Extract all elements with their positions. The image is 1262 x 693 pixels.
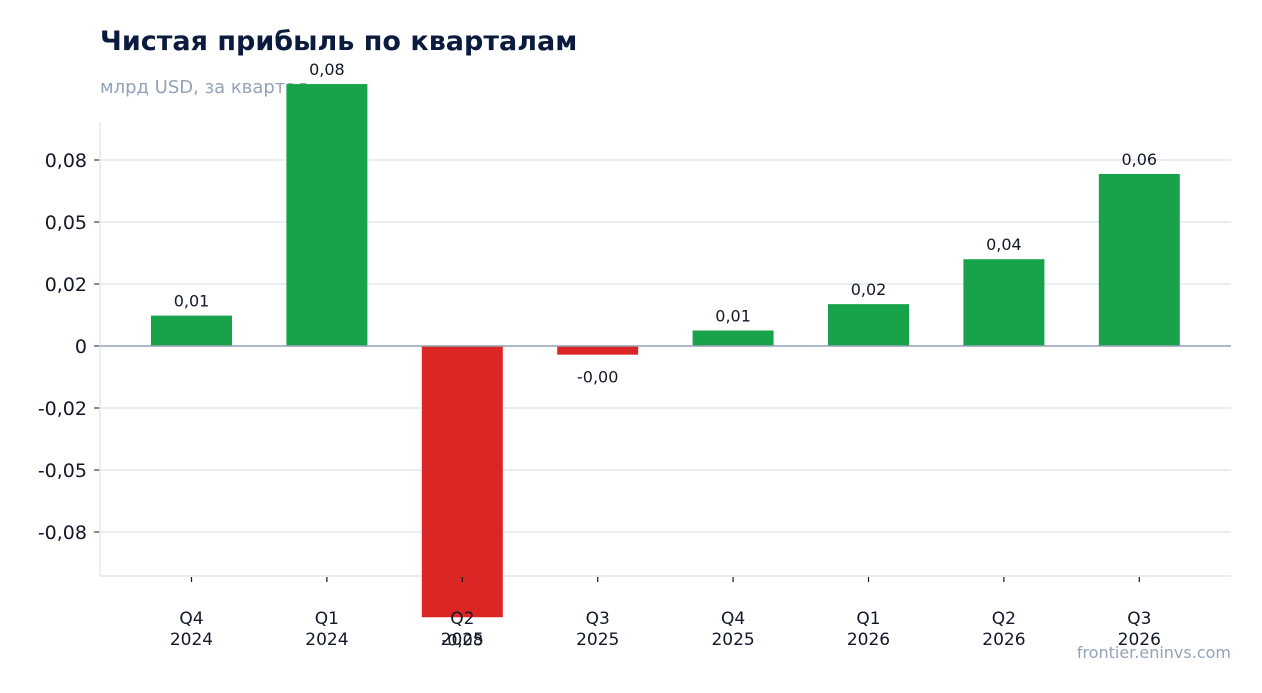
bar [286,84,368,347]
x-tick-label-year: 2024 [170,630,213,650]
watermark: frontier.eninvs.com [1076,643,1231,662]
x-tick-label-year: 2024 [305,630,348,650]
data-label: 0,08 [309,60,345,79]
x-tick-label-year: 2025 [441,630,484,650]
data-label: 0,04 [986,235,1022,254]
x-tick-label-year: 2026 [847,630,890,650]
x-tick-label-year: 2025 [711,630,754,650]
y-tick-label: -0,08 [38,522,87,544]
data-label: 0,01 [715,307,751,326]
bar [963,259,1045,346]
x-tick-label-year: 2026 [1118,630,1161,650]
bar [1098,173,1180,346]
bar [421,346,503,618]
x-tick-label-quarter: Q2 [450,609,474,629]
y-tick-label: 0,08 [45,150,87,172]
y-tick-label: -0,05 [38,460,87,482]
y-tick-label: 0,02 [45,274,87,296]
y-tick-label: 0 [75,336,87,358]
chart-title: Чистая прибыль по кварталам [100,26,578,57]
x-tick-label-quarter: Q1 [856,609,880,629]
data-label: 0,06 [1121,150,1157,169]
data-label: 0,01 [174,292,210,311]
chart-subtitle: млрд USD, за квартал [100,77,308,98]
y-tick-label: -0,02 [38,398,87,420]
x-tick-label-year: 2025 [576,630,619,650]
x-tick-label-quarter: Q3 [586,609,610,629]
x-tick-label-year: 2026 [982,630,1025,650]
y-tick-label: 0,05 [45,212,87,234]
bar [828,304,909,346]
x-tick-label-quarter: Q2 [992,609,1016,629]
data-label: -0,08 [442,630,483,649]
bar [151,315,232,346]
bar [557,346,639,355]
x-tick-label-quarter: Q4 [721,609,745,629]
data-label: -0,00 [577,368,618,387]
x-tick-label-quarter: Q4 [179,609,203,629]
x-tick-label-quarter: Q1 [315,609,339,629]
data-label: 0,02 [851,280,887,299]
bar [692,330,774,346]
x-tick-label-quarter: Q3 [1127,609,1151,629]
